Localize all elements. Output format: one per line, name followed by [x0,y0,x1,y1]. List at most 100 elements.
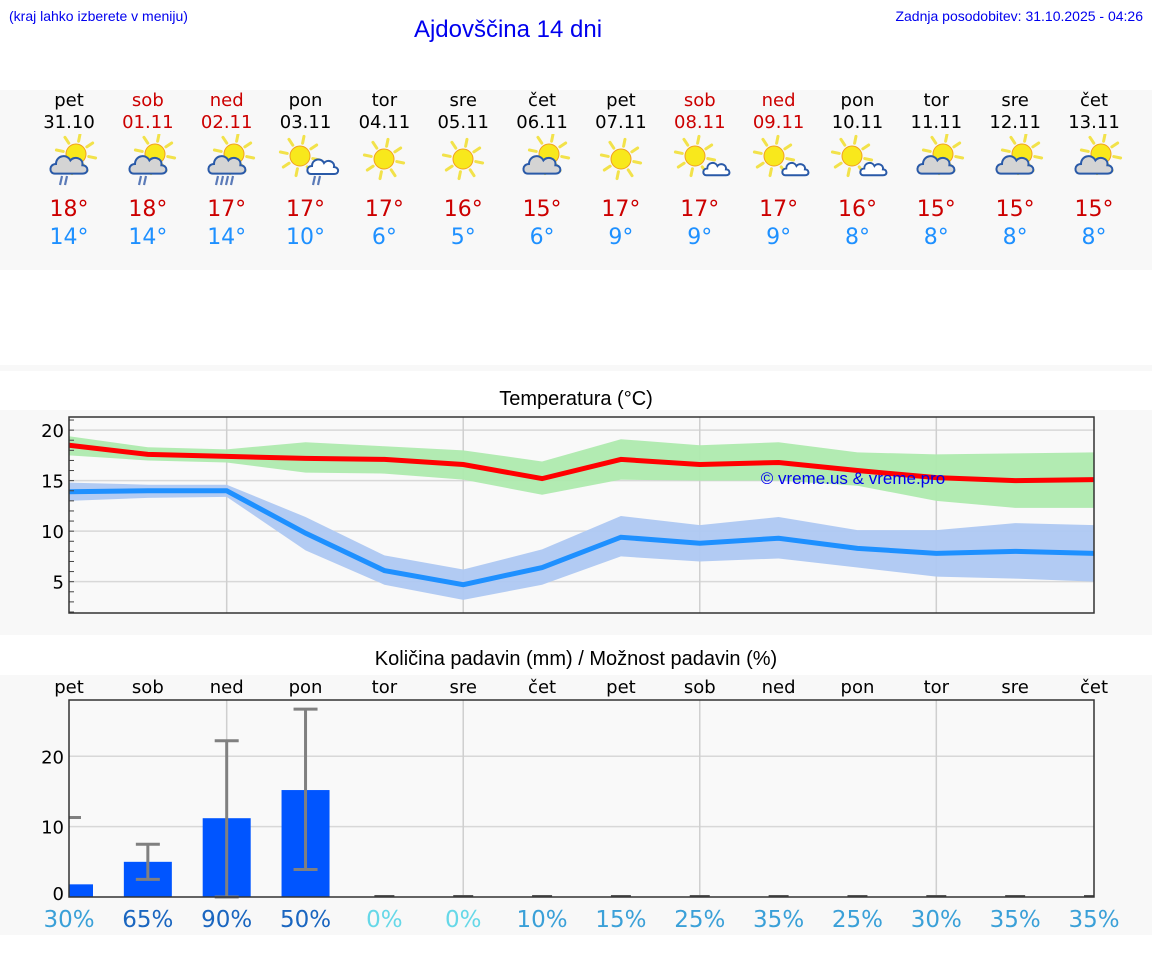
day-label: sre [449,677,476,698]
day-name: pet [606,90,636,111]
day-name: pon [840,90,875,111]
max-temp: 18° [49,197,89,222]
day-label: ned [762,677,796,698]
mostly-sunny-icon [740,134,818,196]
precip-probability: 90% [201,907,252,933]
partly-cloudy-rain-icon [188,132,266,196]
daily-forecast-strip: pet 31.10 18° 14° sob 01.11 18° 14° ned 02.11 17° 1… [0,90,1152,270]
precipitation-chart-title: Količina padavin (mm) / Možnost padavin … [374,648,778,670]
precip-probability: 30% [911,907,962,933]
day-date: 01.11 [122,112,174,133]
day-date: 08.11 [674,112,726,133]
min-temp: 8° [923,225,949,250]
precip-probability: 0% [445,907,482,933]
day-label: pet [54,677,84,698]
day-label: pon [289,677,323,698]
day-column: sob 01.11 18° 14° [109,90,187,252]
max-temp: 17° [601,197,641,222]
max-temp: 17° [759,197,799,222]
precip-probability: 30% [43,907,94,933]
y-tick-label: 5 [53,573,64,594]
day-date: 13.11 [1068,112,1120,133]
precip-probability: 15% [595,907,646,933]
divider-band [0,365,1152,371]
day-date: 03.11 [279,112,332,133]
sun-icon [424,134,502,196]
day-name: čet [1079,90,1109,111]
day-column: pon 03.11 17° 10° [267,90,345,252]
day-date: 09.11 [752,112,805,133]
day-date: 10.11 [831,112,884,133]
max-temp: 16° [837,197,877,222]
precip-probability: 35% [1068,907,1119,933]
min-temp: 8° [1081,225,1107,250]
max-temp: 15° [1074,197,1114,222]
min-temp: 9° [608,225,634,250]
max-temp: 15° [995,197,1035,222]
min-temp: 14° [49,225,89,250]
min-temp: 6° [371,225,397,250]
day-name: pet [54,90,84,111]
precip-probability: 10% [517,907,568,933]
sun-cloud-light-rain-icon [267,134,345,196]
day-column: pon 10.11 16° 8° [818,90,896,252]
max-temp: 17° [207,197,247,222]
day-label: sob [132,677,164,698]
day-date: 11.11 [910,112,963,133]
temperature-chart-title: Temperatura (°C) [499,388,653,410]
day-name: sob [683,90,716,111]
sun-icon [345,134,423,196]
sun-icon [582,134,660,196]
max-temp: 15° [916,197,956,222]
day-column: ned 02.11 17° 14° [188,90,266,252]
precip-probability: 25% [674,907,725,933]
precip-probability: 35% [990,907,1041,933]
partly-cloudy-light-rain-icon [109,132,187,196]
y-tick-label: 10 [41,522,64,543]
precip-probability: 65% [122,907,173,933]
partly-cloudy-icon [503,132,581,196]
min-temp: 10° [286,225,326,250]
day-column: ned 09.11 17° 9° [740,90,818,252]
precip-probability: 35% [753,907,804,933]
min-temp: 14° [128,225,168,250]
min-temp: 5° [450,225,476,250]
max-temp: 18° [128,197,168,222]
day-name: sre [449,90,477,111]
last-update: Zadnja posodobitev: 31.10.2025 - 04:26 [895,8,1143,24]
min-temp: 8° [844,225,870,250]
min-temp: 8° [1002,225,1028,250]
day-name: tor [371,90,398,111]
day-label: čet [528,677,556,698]
day-name: sre [1001,90,1029,111]
day-column: čet 13.11 15° 8° [1055,90,1133,252]
min-temp: 6° [529,225,555,250]
max-temp: 17° [364,197,404,222]
partly-cloudy-icon [976,132,1054,196]
day-column: sre 05.11 16° 5° [424,90,502,252]
min-temp: 9° [766,225,792,250]
day-name: tor [923,90,950,111]
day-date: 07.11 [595,112,647,133]
day-label: tor [924,677,950,698]
precip-probability: 50% [280,907,331,933]
min-temp: 14° [207,225,247,250]
day-column: čet 06.11 15° 6° [503,90,581,252]
day-label: tor [372,677,398,698]
day-column: sre 12.11 15° 8° [976,90,1054,252]
y-tick-label: 0 [53,884,64,905]
day-date: 04.11 [358,112,411,133]
partly-cloudy-light-rain-icon [30,132,108,196]
precip-probability: 0% [366,907,403,933]
y-tick-label: 20 [41,747,64,768]
y-tick-label: 15 [41,472,64,493]
day-label: sob [684,677,716,698]
watermark: © vreme.us & vreme.pro [761,469,945,488]
day-column: tor 11.11 15° 8° [897,90,975,252]
y-tick-label: 10 [41,818,64,839]
menu-hint[interactable]: (kraj lahko izberete v meniju) [9,8,188,24]
day-column: pet 07.11 17° 9° [582,90,660,252]
max-temp: 17° [286,197,326,222]
temperature-chart: 5 10 15 20 © vreme.us & vreme.pro [41,416,1095,614]
